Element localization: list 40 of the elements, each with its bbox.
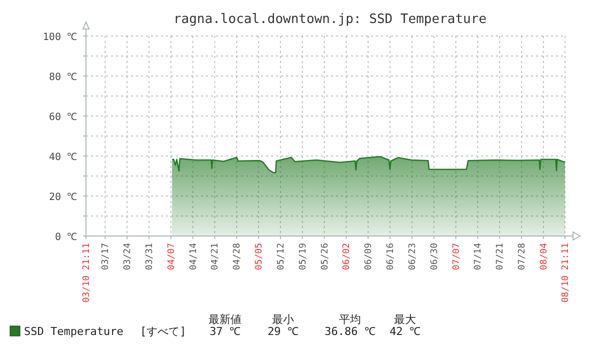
x-tick-label: 07/21: [496, 243, 506, 270]
text: 37 ℃: [210, 325, 240, 338]
chart-title: ragna.local.downtown.jp: SSD Temperature: [173, 12, 487, 27]
x-tick-label: 07/14: [474, 243, 484, 270]
text: 最大: [394, 313, 416, 326]
x-tick-label: 04/21: [210, 243, 221, 270]
x-tick-label: 08/10 21:11: [561, 243, 571, 303]
x-tick-label: 06/09: [364, 243, 374, 270]
x-tick-label: 04/14: [188, 243, 199, 270]
text: 平均: [339, 313, 361, 326]
x-tick-label: 05/05: [254, 243, 265, 270]
x-tick-label: 05/12: [276, 243, 286, 270]
y-tick-label: 0 ℃: [54, 232, 77, 243]
legend-label: SSD Temperature: [24, 325, 124, 338]
y-tick-label: 80 ℃: [48, 72, 77, 83]
x-tick-label: 05/19: [298, 243, 308, 270]
text: 最小: [272, 313, 294, 326]
y-tick-label: 20 ℃: [48, 192, 77, 203]
text: [すべて]: [140, 325, 186, 338]
x-tick-label: 07/07: [452, 243, 462, 270]
y-tick-label: 60 ℃: [48, 112, 77, 123]
y-tick-label: 100 ℃: [42, 32, 77, 43]
x-tick-label: 06/23: [408, 243, 418, 270]
x-tick-label: 03/10 21:11: [82, 243, 92, 303]
x-tick-label: 06/16: [386, 243, 396, 270]
x-tick-label: 04/28: [232, 243, 243, 270]
x-tick-label: 07/28: [518, 243, 528, 270]
x-tick-label: 05/26: [320, 243, 330, 270]
x-tick-label: 03/17: [101, 243, 112, 270]
y-tick-label: 40 ℃: [48, 152, 77, 163]
x-tick-label: 06/02: [342, 243, 352, 270]
text: 42 ℃: [390, 325, 420, 338]
x-tick-label: 03/31: [144, 243, 155, 270]
text: 36.86 ℃: [324, 325, 376, 338]
text: 最新値: [208, 313, 242, 326]
x-tick-label: 04/07: [166, 243, 177, 270]
text: 29 ℃: [268, 325, 298, 338]
x-tick-label: 06/30: [430, 243, 440, 270]
x-tick-label: 03/24: [123, 243, 134, 270]
x-tick-label: 08/04: [539, 243, 550, 270]
